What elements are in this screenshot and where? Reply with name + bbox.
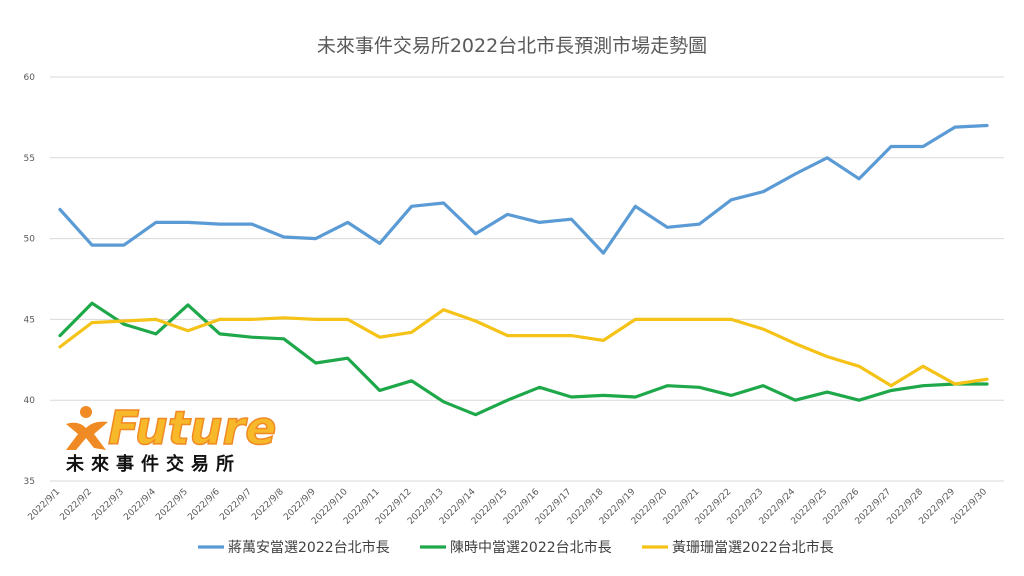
series-line bbox=[58, 301, 989, 417]
y-tick-label: 60 bbox=[24, 73, 36, 83]
chart-title: 未來事件交易所2022台北市長預測市場走勢圖 bbox=[317, 35, 707, 57]
series-line bbox=[58, 123, 989, 255]
legend-label: 黃珊珊當選2022台北市長 bbox=[672, 539, 834, 556]
x-tick-label: 2022/9/3 bbox=[90, 487, 126, 523]
x-tick-label: 2022/9/1 bbox=[26, 487, 62, 523]
logo-subtitle: 未來事件交易所 bbox=[66, 453, 241, 475]
x-tick-label: 2022/9/4 bbox=[122, 487, 158, 523]
logo-word: Future bbox=[108, 401, 276, 455]
gridlines bbox=[50, 76, 1004, 482]
x-tick-label: 2022/9/7 bbox=[218, 487, 254, 523]
series-lines bbox=[58, 123, 989, 417]
x-tick-label: 2022/9/8 bbox=[250, 487, 286, 523]
y-tick-label: 45 bbox=[24, 315, 35, 325]
legend-label: 陳時中當選2022台北市長 bbox=[450, 539, 612, 556]
y-tick-label: 50 bbox=[24, 235, 36, 245]
series-line bbox=[58, 308, 989, 388]
y-tick-label: 55 bbox=[24, 154, 35, 164]
future-logo: Future 未來事件交易所 bbox=[66, 400, 277, 475]
x-tick-label: 2022/9/5 bbox=[154, 487, 190, 523]
legend-label: 蔣萬安當選2022台北市長 bbox=[228, 539, 390, 556]
y-tick-label: 40 bbox=[24, 396, 36, 406]
logo-figure-icon bbox=[66, 406, 108, 450]
x-axis: 2022/9/12022/9/22022/9/32022/9/42022/9/5… bbox=[26, 487, 989, 527]
y-tick-label: 35 bbox=[24, 477, 35, 487]
x-tick-label: 2022/9/2 bbox=[58, 487, 94, 523]
y-axis: 35 40 45 50 55 60 bbox=[24, 73, 36, 487]
legend: 蔣萬安當選2022台北市長 陳時中當選2022台北市長 黃珊珊當選2022台北市長 bbox=[198, 539, 834, 556]
x-tick-label: 2022/9/6 bbox=[186, 487, 222, 523]
